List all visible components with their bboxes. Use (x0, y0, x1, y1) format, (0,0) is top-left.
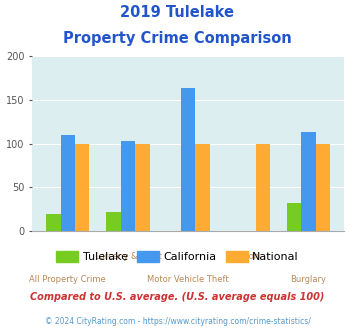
Legend: Tulelake, California, National: Tulelake, California, National (52, 247, 303, 267)
Text: Motor Vehicle Theft: Motor Vehicle Theft (147, 275, 229, 284)
Text: Compared to U.S. average. (U.S. average equals 100): Compared to U.S. average. (U.S. average … (30, 292, 325, 302)
Text: Burglary: Burglary (290, 275, 327, 284)
Bar (301, 132, 316, 231)
Bar (106, 212, 121, 231)
Text: Larceny & Theft: Larceny & Theft (94, 252, 162, 261)
Bar (46, 214, 61, 231)
Bar (195, 144, 210, 231)
Bar (181, 88, 195, 231)
Text: Property Crime Comparison: Property Crime Comparison (63, 31, 292, 46)
Bar (287, 203, 301, 231)
Text: Arson: Arson (236, 252, 260, 261)
Text: © 2024 CityRating.com - https://www.cityrating.com/crime-statistics/: © 2024 CityRating.com - https://www.city… (45, 317, 310, 326)
Bar (316, 144, 330, 231)
Bar (256, 144, 270, 231)
Text: 2019 Tulelake: 2019 Tulelake (120, 5, 235, 20)
Bar (75, 144, 89, 231)
Bar (135, 144, 150, 231)
Bar (61, 135, 75, 231)
Text: All Property Crime: All Property Crime (29, 275, 106, 284)
Bar (121, 141, 135, 231)
